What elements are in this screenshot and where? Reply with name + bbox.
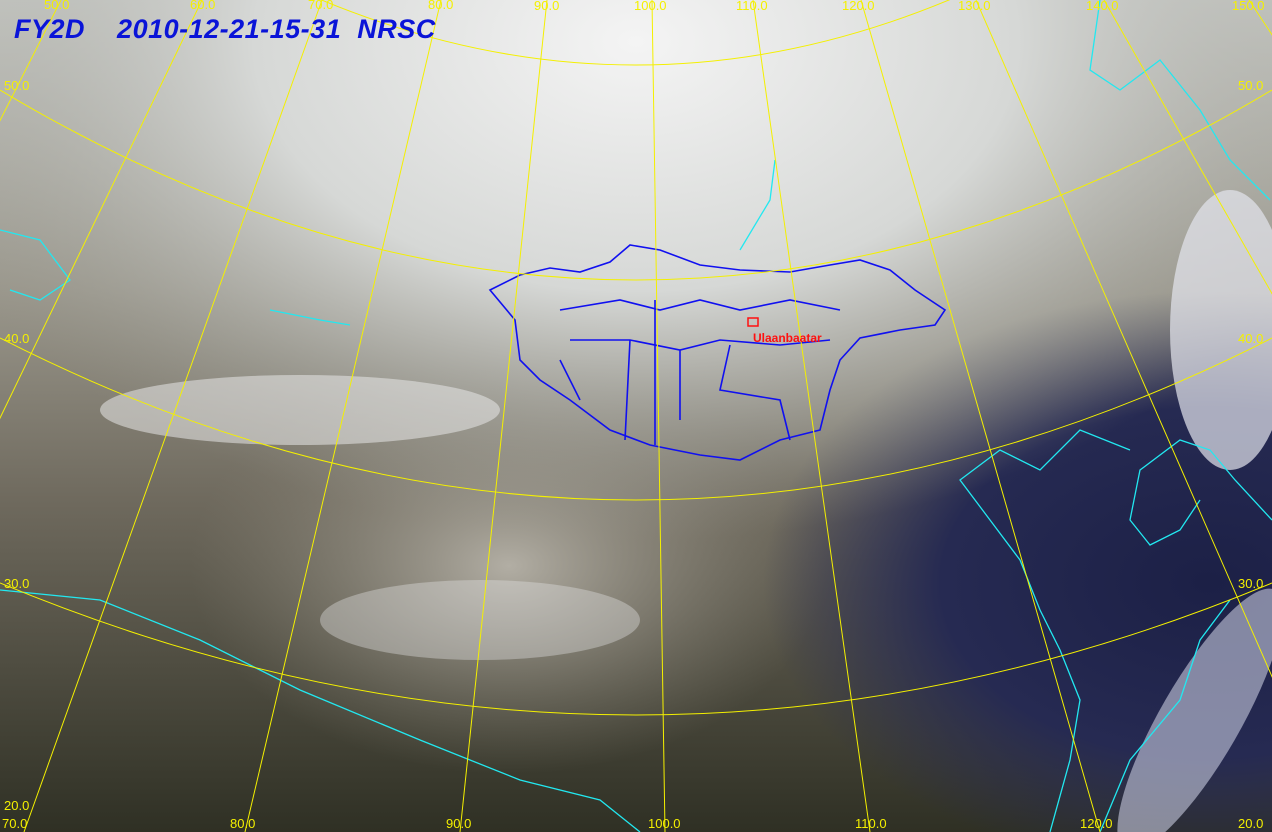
mongolia-borders [488,244,947,461]
cloud-band [1117,588,1272,832]
lon-label-top: 50.0 [44,0,70,12]
lat-label-right: 40.0 [1238,331,1264,346]
agency-name: NRSC [357,14,436,44]
satellite-name: FY2D [14,14,86,44]
meridian-60 [0,0,203,420]
cloud-band [320,580,640,660]
lat-label-right: 50.0 [1238,78,1264,93]
lon-label-bottom: 100.0 [648,816,681,831]
meridian-100 [651,0,666,832]
lon-label-top: 140.0 [1086,0,1119,13]
meridian-110 [752,0,871,832]
parallel-60 [320,0,950,66]
image-title: FY2D 2010-12-21-15-31 NRSC [14,14,436,44]
lat-label-left: 20.0 [4,798,30,813]
image-datetime: 2010-12-21-15-31 [117,14,342,44]
lon-label-top: 130.0 [958,0,991,13]
lat-label-left: 30.0 [4,576,30,591]
city-label-ulaanbaatar: Ulaanbaatar [753,331,822,345]
lon-label-top: 120.0 [842,0,875,13]
lon-label-top: 70.0 [308,0,334,12]
lat-label-right: 20.0 [1238,816,1264,831]
lon-label-top: 90.0 [534,0,560,13]
lon-label-top: 110.0 [736,0,768,13]
meridian-80 [244,0,442,832]
lon-label-bottom: 90.0 [446,816,472,831]
city-marker-icon [747,317,759,327]
parallel-50 [0,89,1272,281]
lon-label-bottom: 120.0 [1080,816,1113,831]
lon-label-bottom: 70.0 [2,816,28,831]
cloud-band [1170,190,1272,470]
meridian-140 [1103,0,1272,295]
lon-label-bottom: 110.0 [855,816,887,831]
lat-label-left: 50.0 [4,78,30,93]
lon-label-top: 100.0 [634,0,667,13]
parallel-40 [0,337,1272,501]
lon-label-top: 60.0 [190,0,216,12]
cloud-band [100,375,500,445]
lon-label-bottom: 80.0 [230,816,256,831]
lat-label-left: 40.0 [4,331,30,346]
lon-label-top: 150.0 [1232,0,1265,13]
lon-label-top: 80.0 [428,0,454,12]
parallel-30 [0,582,1272,716]
lat-label-right: 30.0 [1238,576,1264,591]
meridian-130 [975,0,1272,678]
meridian-120 [860,0,1101,832]
meridian-70 [23,0,323,832]
meridian-90 [459,0,548,832]
